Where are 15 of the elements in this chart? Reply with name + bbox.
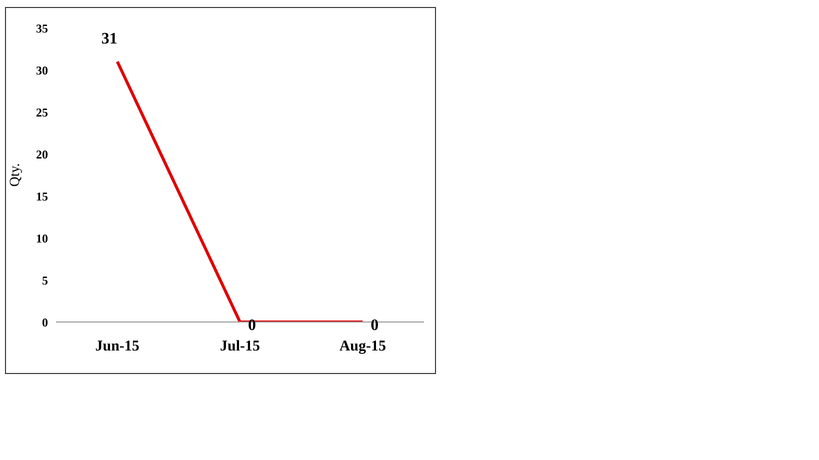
x-tick-label: Jul-15 (220, 338, 260, 355)
y-axis-title: Qty. (8, 163, 23, 187)
y-tick-label: 10 (36, 231, 48, 246)
y-tick-label: 25 (36, 105, 48, 120)
y-tick-label: 15 (36, 189, 48, 204)
y-tick-label: 30 (36, 63, 48, 78)
y-tick-label: 0 (42, 315, 48, 330)
y-tick-label: 35 (36, 21, 48, 36)
data-label: 31 (101, 30, 118, 48)
x-tick-label: Jun-15 (95, 338, 140, 355)
x-tick-label: Aug-15 (339, 338, 386, 355)
y-tick-label: 20 (36, 147, 48, 162)
data-label: 0 (248, 317, 256, 334)
y-tick-label: 5 (42, 273, 48, 288)
data-label: 0 (370, 317, 379, 334)
